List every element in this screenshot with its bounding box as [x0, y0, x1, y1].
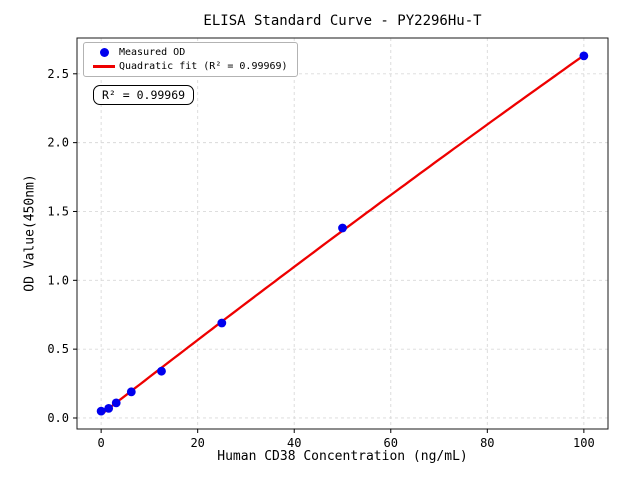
data-point — [217, 318, 227, 328]
legend-swatch — [89, 48, 119, 57]
x-tick-label: 80 — [480, 436, 494, 450]
data-point — [157, 366, 166, 376]
x-tick-label: 60 — [384, 436, 398, 450]
data-point — [579, 51, 589, 61]
data-point — [126, 387, 136, 397]
data-point — [111, 398, 121, 408]
axis-ticks: 0 20 40 60 80 100 0.0 0.5 1.0 1.5 2.0 2.5 — [47, 67, 594, 450]
legend-label-quadratic-fit: Quadratic fit (R² = 0.99969) — [119, 61, 288, 72]
legend-item-quadratic-fit: Quadratic fit (R² = 0.99969) — [89, 61, 288, 72]
y-tick-label: 0.0 — [47, 411, 69, 425]
data-point — [104, 403, 114, 413]
data-point — [96, 406, 106, 416]
chart-title: ELISA Standard Curve - PY2296Hu-T — [203, 13, 482, 29]
data-point — [338, 223, 347, 233]
measured-od-points — [96, 51, 589, 416]
x-tick-label: 0 — [98, 436, 105, 450]
gridlines — [77, 38, 608, 429]
legend-label-measured-od: Measured OD — [119, 47, 186, 58]
x-tick-label: 40 — [287, 436, 301, 450]
fit-line-swatch-icon — [93, 65, 115, 68]
y-tick-label: 2.5 — [47, 67, 69, 81]
y-axis-label: OD Value(450nm) — [22, 174, 38, 292]
legend-item-measured-od: Measured OD — [89, 47, 288, 58]
x-tick-label: 20 — [190, 436, 204, 450]
y-tick-label: 2.0 — [47, 136, 69, 150]
r-squared-annotation: R² = 0.99969 — [93, 85, 195, 105]
axes-spines — [76, 37, 609, 430]
x-axis-label: Human CD38 Concentration (ng/mL) — [217, 449, 468, 464]
measured-od-dot-icon — [99, 48, 109, 57]
legend: Measured OD Quadratic fit (R² = 0.99969) — [83, 42, 298, 77]
y-tick-label: 1.0 — [47, 273, 69, 287]
legend-swatch — [89, 65, 119, 68]
y-tick-label: 0.5 — [47, 342, 69, 356]
x-tick-label: 100 — [573, 436, 595, 450]
fit-line — [100, 54, 585, 416]
quadratic-fit-line — [100, 54, 585, 416]
y-tick-label: 1.5 — [47, 204, 69, 218]
